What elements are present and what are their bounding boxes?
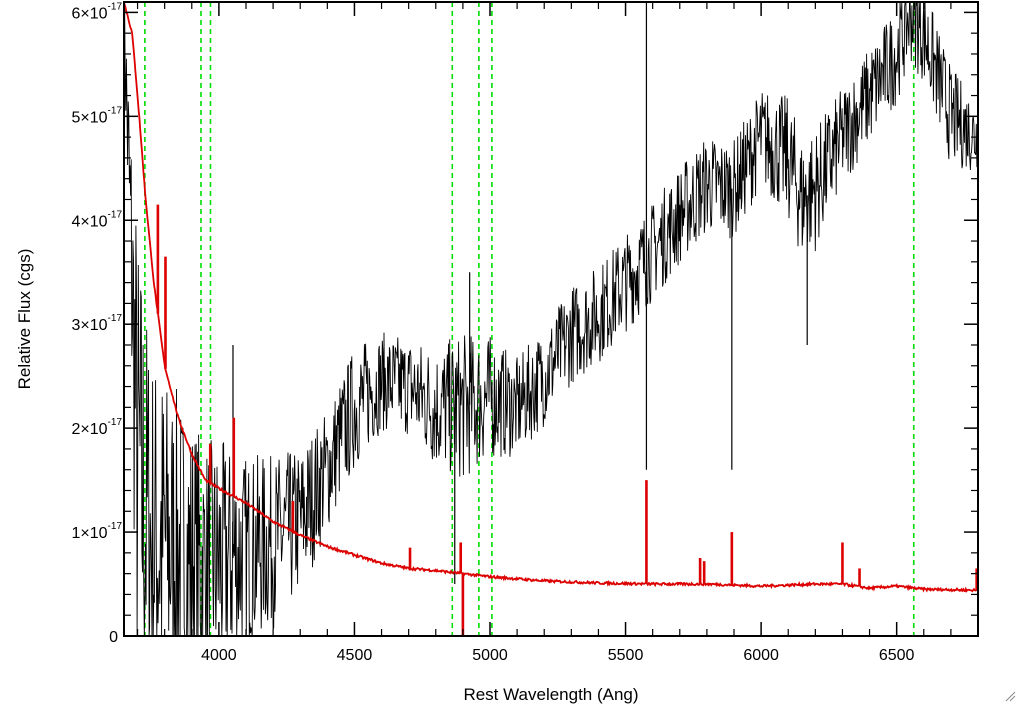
x-tick-label-0: 4000 [201,647,237,664]
x-tick-label-5: 6500 [879,647,915,664]
y-tick-label-0: 0 [109,629,118,646]
series-0-line [124,2,978,636]
y-tick-label-5: 5×10-17 [72,105,123,126]
y-tick-label-3: 3×10-17 [72,313,123,334]
series-layer [124,2,978,636]
y-tick-label-1: 1×10-17 [72,521,123,542]
y-tick-label-6: 6×10-17 [72,1,123,22]
x-tick-label-2: 5000 [472,647,508,664]
plot-frame [123,1,979,637]
resize-grip-icon[interactable] [1004,690,1016,702]
y-axis-label: Relative Flux (cgs) [15,249,34,390]
reference-lines [144,2,915,636]
y-tick-label-4: 4×10-17 [72,209,123,230]
series-1-line [124,2,978,593]
x-axis-label: Rest Wavelength (Ang) [463,685,638,704]
x-tick-label-1: 4500 [337,647,373,664]
x-tick-label-4: 6000 [743,647,779,664]
axis-ticks: 4000 4500 5000 5500 6000 6500 0 1×10-17 2×10-17 3… [72,1,979,664]
x-tick-label-3: 5500 [608,647,644,664]
y-tick-label-2: 2×10-17 [72,417,123,438]
